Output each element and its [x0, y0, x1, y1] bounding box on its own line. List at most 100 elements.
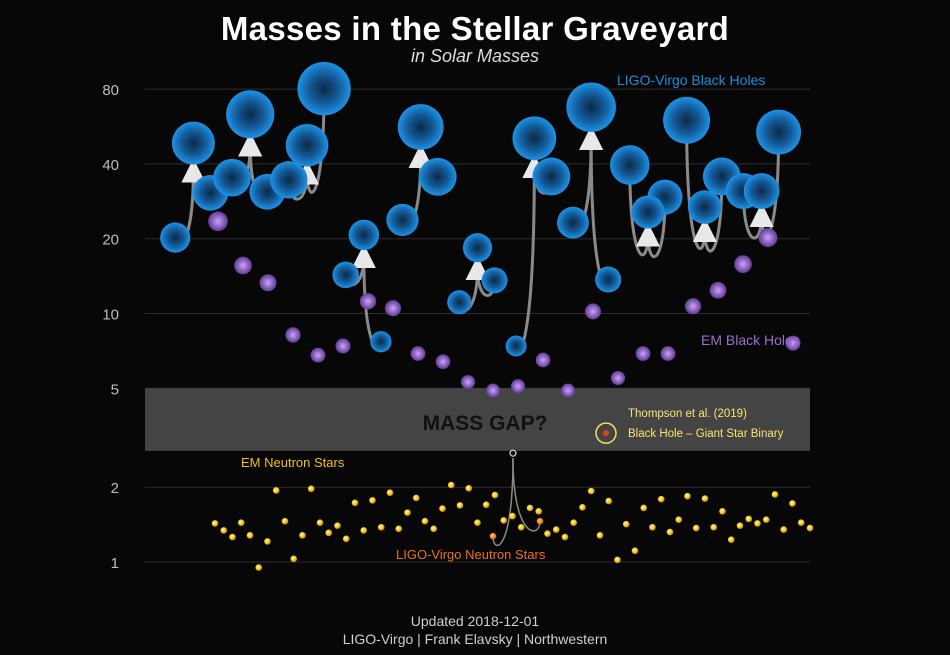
em-neutron-star-point	[754, 520, 761, 527]
em-neutron-star-point	[710, 523, 718, 531]
em-black-hole-point	[335, 338, 351, 354]
thompson-object-ring	[595, 422, 617, 444]
ligo-black-hole-point	[348, 219, 380, 251]
em-neutron-star-point	[701, 495, 709, 502]
em-black-hole-point	[208, 211, 228, 232]
em-black-hole-point	[285, 327, 301, 343]
em-neutron-star-point	[386, 489, 394, 497]
em-neutron-star-point	[272, 487, 280, 494]
ns-merger-remnant-point	[509, 449, 517, 457]
em-neutron-star-point	[351, 499, 359, 507]
em-black-hole-point	[234, 256, 252, 275]
em-black-hole-point	[359, 293, 377, 310]
ligo-black-hole-point	[595, 266, 622, 293]
em-neutron-star-point	[649, 523, 656, 531]
em-neutron-star-point	[570, 519, 578, 526]
em-neutron-star-point	[290, 555, 298, 563]
em-black-hole-point	[486, 383, 500, 398]
em-black-hole-point	[684, 298, 702, 315]
em-black-hole-point	[584, 303, 602, 320]
em-neutron-star-point	[561, 533, 569, 541]
annotations: MASS GAP? LIGO-Virgo Black Holes EM Blac…	[241, 72, 800, 562]
em-neutron-star-point	[526, 504, 534, 512]
em-neutron-star-point	[377, 523, 385, 531]
em-black-hole-point	[660, 346, 676, 361]
y-axis: 1 2 5 10 20 40 80	[102, 82, 119, 572]
ligo-black-hole-point	[566, 82, 616, 133]
em-neutron-star-point	[211, 520, 219, 527]
ligo-black-hole-point	[481, 267, 508, 294]
ligo-black-hole-point	[332, 261, 359, 289]
ligo-black-hole-point	[171, 121, 215, 165]
em-neutron-star-point	[587, 487, 595, 495]
ligo-black-hole-point	[610, 145, 650, 185]
em-neutron-star-point	[797, 519, 805, 526]
merger-arrow	[692, 176, 724, 253]
em-neutron-star-point	[342, 535, 350, 543]
em-black-hole-point	[610, 370, 626, 386]
y-tick-label: 5	[111, 381, 119, 398]
em-black-hole-point	[435, 354, 451, 369]
ligo-black-hole-point	[512, 116, 557, 161]
em-neutron-star-point	[421, 517, 429, 525]
ligo-black-hole-point	[532, 157, 571, 196]
em-neutron-star-point	[447, 481, 455, 489]
em-neutron-star-point	[299, 532, 306, 539]
em-black-hole-point	[734, 255, 752, 274]
em-black-hole-point	[758, 228, 778, 248]
ligo-black-hole-point	[270, 161, 308, 199]
mass-gap-label: MASS GAP?	[423, 412, 548, 435]
ligo-black-hole-point	[687, 190, 722, 224]
ligo-black-hole-point	[213, 158, 251, 197]
ligo-black-hole-point	[418, 157, 457, 196]
ligo-ns-label: LIGO-Virgo Neutron Stars	[396, 547, 546, 562]
em-neutron-star-point	[596, 532, 604, 539]
em-black-hole-point	[410, 346, 426, 361]
mass-gap-band	[145, 388, 810, 451]
y-tick-label: 80	[102, 82, 119, 99]
em-black-hole-point	[561, 383, 575, 398]
y-tick-label: 1	[111, 555, 119, 572]
merger-arrow	[295, 88, 326, 194]
ligo-black-hole-point	[756, 109, 802, 155]
em-neutron-star-point	[675, 516, 683, 523]
ns-merger-arrow	[492, 458, 514, 547]
em-neutron-star-point	[762, 516, 770, 523]
em-black-hole-point	[259, 274, 277, 292]
em-black-hole-point	[460, 374, 476, 390]
em-neutron-star-point	[684, 492, 691, 500]
em-black-hole-point	[709, 281, 727, 299]
em-neutron-star-point	[727, 536, 735, 543]
y-tick-label: 20	[102, 232, 119, 249]
em-neutron-star-point	[465, 484, 473, 492]
ligo-black-hole-point	[631, 195, 665, 229]
em-neutron-star-point	[456, 502, 464, 509]
ligo-black-hole-point	[285, 124, 329, 167]
y-tick-label: 10	[102, 307, 119, 324]
em-neutron-star-point	[789, 500, 796, 507]
ligo-black-hole-point	[226, 90, 275, 139]
em-neutron-star-point	[229, 533, 236, 541]
em-neutron-star-point	[745, 515, 753, 523]
em-neutron-star-point	[552, 526, 560, 533]
em-neutron-star-point	[430, 525, 438, 533]
em-neutron-star-point	[281, 517, 289, 525]
ligo-neutron-star-point	[489, 532, 497, 540]
em-neutron-star-point	[780, 526, 788, 533]
em-neutron-star-point	[220, 527, 228, 534]
thompson-object-point	[603, 430, 609, 437]
em-neutron-star-point	[307, 485, 315, 493]
em-neutron-star-point	[316, 519, 324, 526]
em-black-hole-point	[535, 352, 551, 368]
ns-merger-arrow	[512, 458, 541, 532]
em-neutron-star-point	[666, 528, 674, 536]
thompson-label-line2: Black Hole – Giant Star Binary	[628, 428, 784, 440]
em-neutron-star-point	[246, 532, 254, 539]
ligo-neutron-star-point	[536, 517, 544, 525]
em-neutron-star-point	[771, 491, 779, 498]
merger-arrow	[514, 154, 547, 353]
em-neutron-star-point	[544, 530, 551, 537]
em-neutron-star-point	[579, 504, 586, 511]
em-black-hole-point	[635, 346, 651, 361]
